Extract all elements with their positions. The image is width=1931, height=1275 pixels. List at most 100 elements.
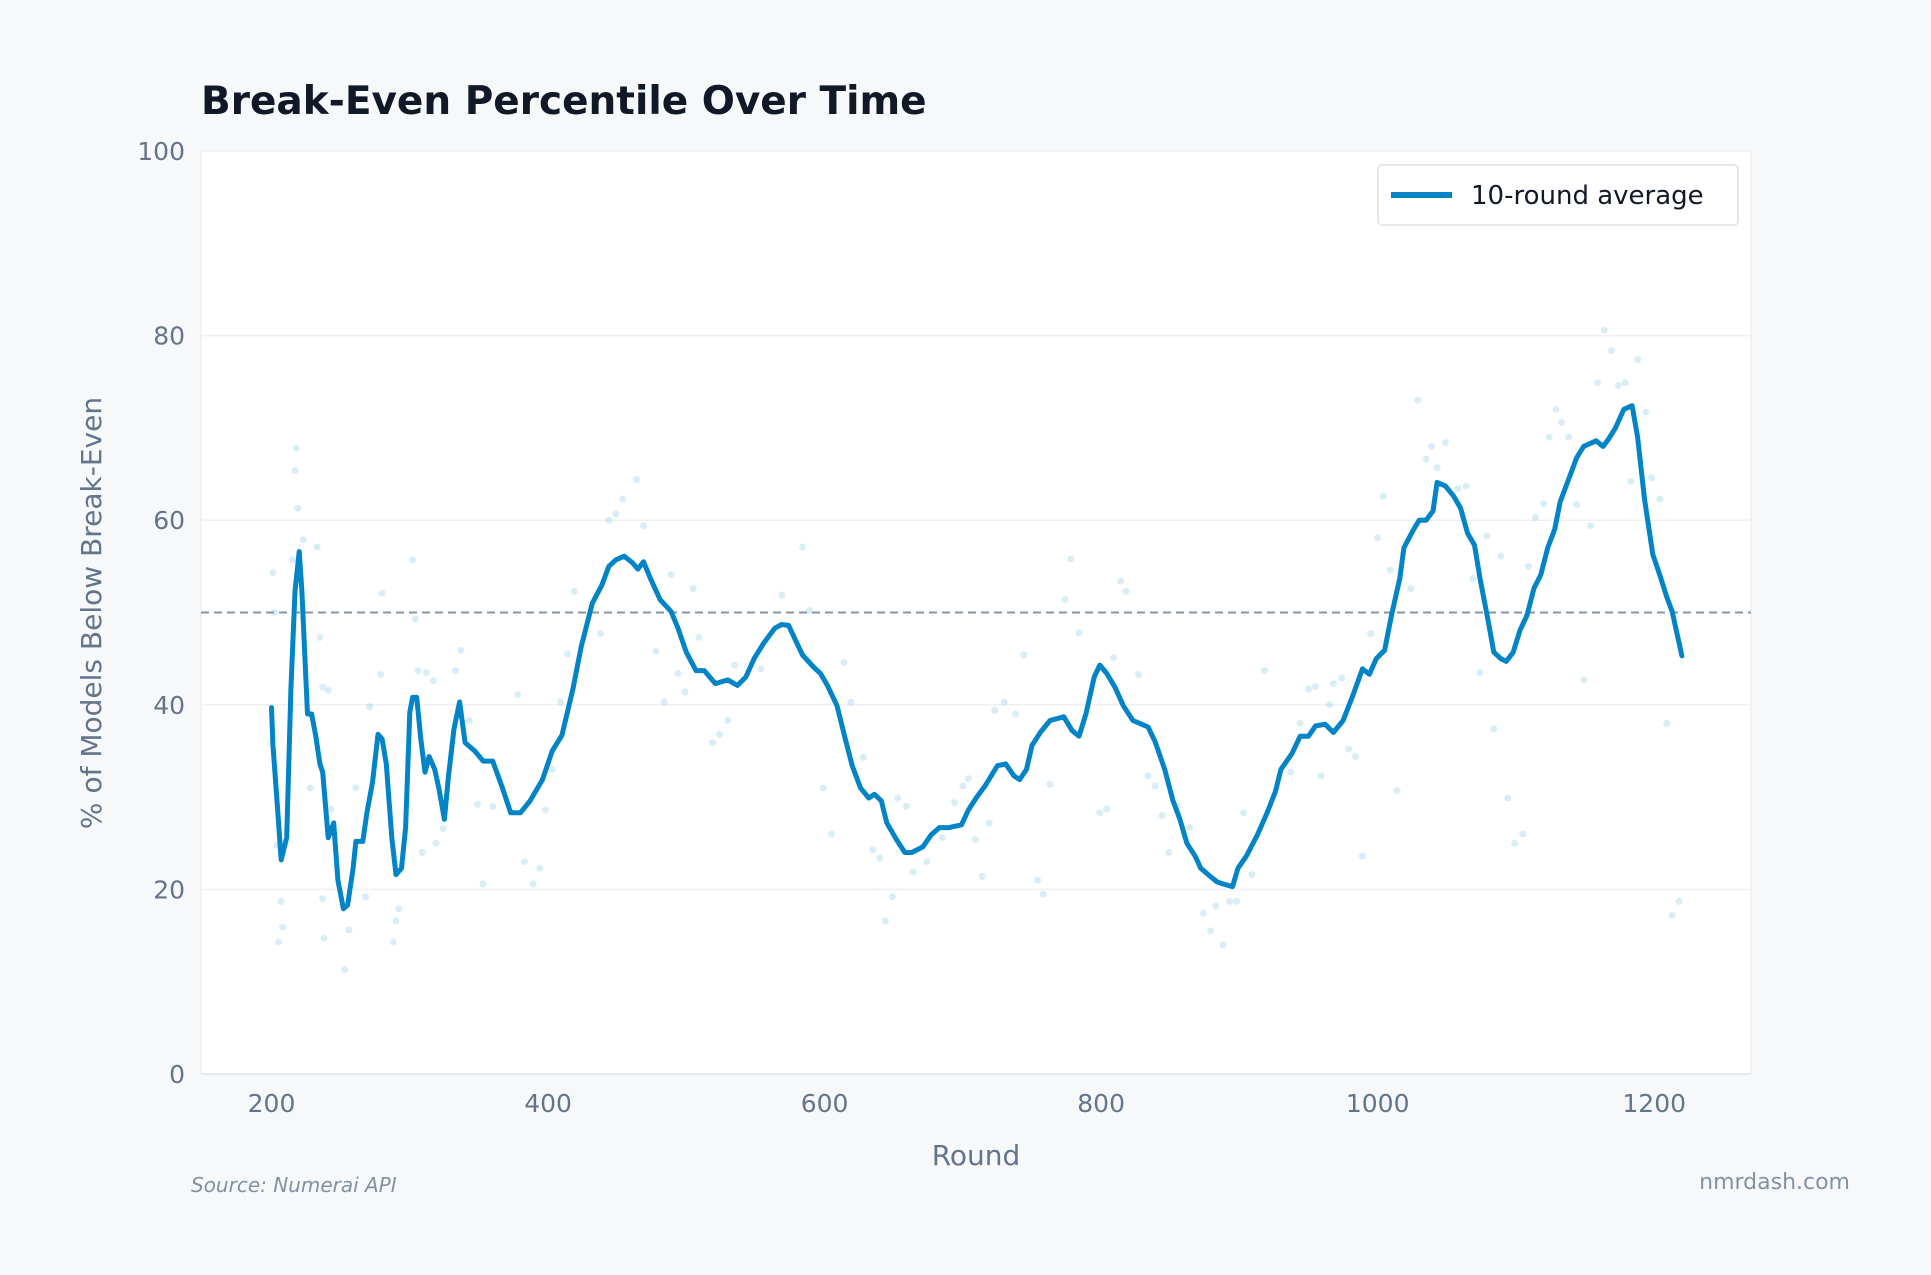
scatter-point [1393, 787, 1401, 795]
scatter-point [1134, 670, 1142, 678]
scatter-point [964, 775, 972, 783]
scatter-point [378, 589, 386, 597]
scatter-point [847, 698, 855, 706]
scatter-point [1248, 871, 1256, 879]
scatter-point [514, 691, 522, 699]
x-tick-label: 400 [524, 1089, 572, 1118]
scatter-point [1379, 492, 1387, 500]
scatter-point [465, 716, 473, 724]
scatter-point [479, 880, 487, 888]
series-line-10-round-average [269, 403, 1685, 912]
scatter-point [1607, 346, 1615, 354]
x-axis-label: Round [932, 1139, 1021, 1172]
scatter-point [392, 917, 400, 925]
scatter-point [1296, 719, 1304, 727]
scatter-point [294, 504, 302, 512]
scatter-point [299, 536, 307, 544]
scatter-point [971, 836, 979, 844]
y-tick-label: 40 [153, 691, 185, 720]
scatter-point [1212, 902, 1220, 910]
scatter-point [681, 688, 689, 696]
y-tick-label: 20 [153, 875, 185, 904]
scatter-point [1476, 668, 1484, 676]
scatter-point [1329, 680, 1337, 688]
scatter-point [313, 543, 321, 551]
scatter-point [1519, 830, 1527, 838]
scatter-point [828, 830, 836, 838]
scatter-point [1287, 768, 1295, 776]
scatter-point [389, 938, 397, 946]
scatter-point [869, 846, 877, 854]
scatter-point [909, 868, 917, 876]
scatter-point [341, 966, 349, 974]
scatter-point [1034, 876, 1042, 884]
scatter-point [529, 880, 537, 888]
y-tick-label: 100 [137, 137, 185, 166]
scatter-point [1564, 433, 1572, 441]
scatter-point [1122, 587, 1130, 595]
scatter-point [689, 585, 697, 593]
scatter-point [1580, 676, 1588, 684]
legend-label: 10-round average [1471, 181, 1704, 211]
scatter-point [474, 800, 482, 808]
scatter-point [489, 802, 497, 810]
scatter-point [1545, 433, 1553, 441]
scatter-point [269, 569, 277, 577]
scatter-point [451, 667, 459, 675]
scatter-point [597, 630, 605, 638]
scatter-point [288, 556, 296, 564]
scatter-point [1240, 809, 1248, 817]
scatter-point [1663, 719, 1671, 727]
scatter-point [923, 858, 931, 866]
scatter-point [894, 794, 902, 802]
scatter-point [612, 510, 620, 518]
scatter-point [1573, 501, 1581, 509]
scatter-point [570, 587, 578, 595]
scatter-point [366, 703, 374, 711]
scatter-point [1414, 396, 1422, 404]
scatter-point [1587, 522, 1595, 530]
scatter-point [1186, 824, 1194, 832]
scatter-point [1497, 552, 1505, 560]
scatter-point [1386, 566, 1394, 574]
scatter-point [902, 802, 910, 810]
scatter-point [1600, 326, 1608, 334]
scatter-point [1428, 442, 1436, 450]
scatter-point [1469, 574, 1477, 582]
scatter-point [1075, 629, 1083, 637]
scatter-point [1219, 941, 1227, 949]
scatter-point [1656, 495, 1664, 503]
scatter-point [548, 765, 556, 773]
scatter-point [422, 668, 430, 676]
scatter-point [1061, 596, 1069, 604]
scatter-point [541, 806, 549, 814]
scatter-point [432, 839, 440, 847]
scatter-point [1011, 710, 1019, 718]
scatter-point [411, 615, 419, 623]
scatter-point [619, 495, 627, 503]
scatter-point [1558, 418, 1566, 426]
scatter-point [1483, 532, 1491, 540]
scatter-point [991, 706, 999, 714]
scatter-point [395, 905, 403, 913]
scatter-point [536, 864, 544, 872]
scatter-point [1226, 897, 1234, 905]
scatter-point [1675, 897, 1683, 905]
scatter-point [292, 444, 300, 452]
scatter-point [951, 799, 959, 807]
scatter-point [724, 716, 732, 724]
y-axis-ticks: 0 20 40 60 80 100 [137, 137, 185, 1089]
scatter-point [352, 784, 360, 792]
scatter-point [652, 647, 660, 655]
scatter-point [414, 667, 422, 675]
scatter-point [1046, 780, 1054, 788]
scatter-point [1433, 464, 1441, 472]
scatter-point [639, 522, 647, 530]
scatter-point [457, 646, 465, 654]
chart-title: Break-Even Percentile Over Time [201, 79, 927, 124]
scatter-point [324, 686, 332, 694]
scatter-point [674, 669, 682, 677]
scatter-point [316, 633, 324, 641]
x-tick-label: 600 [801, 1089, 849, 1118]
scatter-point [1165, 848, 1173, 856]
